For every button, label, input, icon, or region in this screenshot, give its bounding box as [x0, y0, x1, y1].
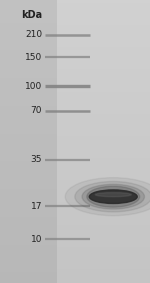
- Ellipse shape: [75, 181, 150, 212]
- Ellipse shape: [87, 186, 140, 207]
- Ellipse shape: [82, 184, 144, 209]
- Ellipse shape: [95, 193, 131, 197]
- Text: 17: 17: [30, 201, 42, 211]
- Text: 10: 10: [30, 235, 42, 244]
- Text: kDa: kDa: [21, 10, 42, 20]
- Text: 35: 35: [30, 155, 42, 164]
- Text: 100: 100: [25, 82, 42, 91]
- Text: 150: 150: [25, 53, 42, 62]
- Text: 70: 70: [30, 106, 42, 115]
- Ellipse shape: [89, 190, 137, 203]
- Text: 210: 210: [25, 30, 42, 39]
- Ellipse shape: [65, 178, 150, 216]
